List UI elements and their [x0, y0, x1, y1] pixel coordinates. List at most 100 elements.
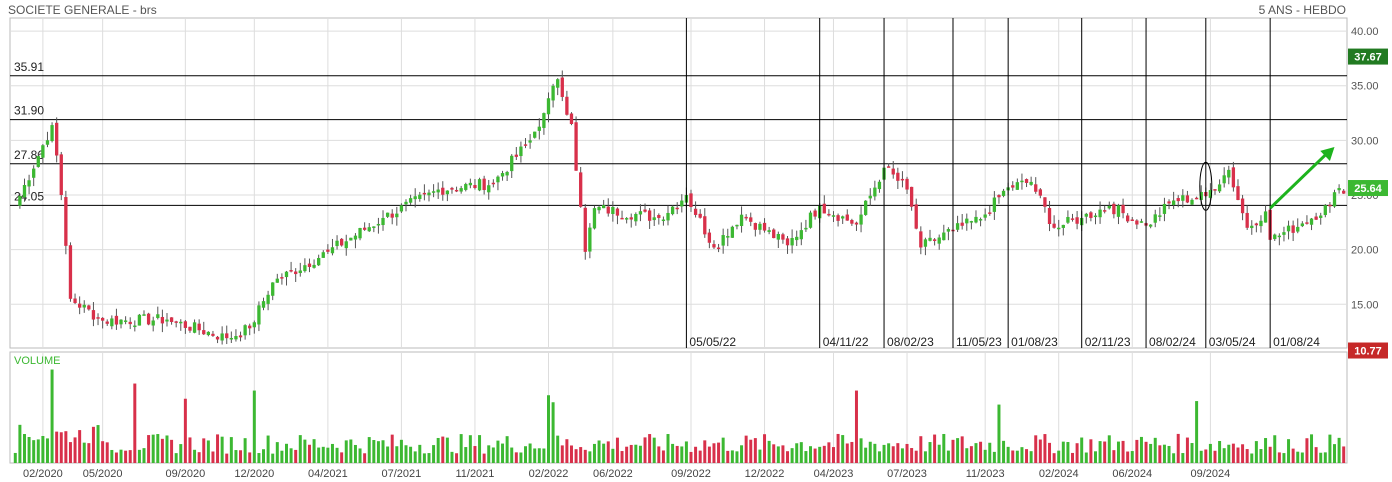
candle-body: [978, 219, 983, 221]
candle-body: [1305, 222, 1309, 224]
candle-body: [1135, 220, 1139, 225]
volume-bar: [468, 435, 472, 463]
volume-bar: [652, 437, 656, 463]
candle-body: [712, 244, 716, 248]
candle-body: [864, 200, 868, 215]
volume-bar: [1025, 449, 1029, 463]
candle-body: [487, 185, 491, 193]
volume-bar: [110, 449, 114, 463]
candle-body: [261, 301, 266, 308]
volume-bar: [744, 435, 748, 463]
candle-body: [1231, 167, 1236, 188]
volume-bar: [657, 446, 661, 463]
candle-body: [519, 146, 523, 157]
volume-bar: [965, 448, 969, 463]
candle-body: [22, 185, 27, 198]
volume-bar: [831, 447, 835, 463]
volume-bar: [781, 445, 785, 463]
candle-body: [1024, 179, 1029, 183]
volume-bar: [1181, 453, 1185, 463]
candle-body: [234, 336, 238, 340]
candle-body: [1263, 211, 1268, 223]
volume-bar: [91, 426, 95, 463]
candle-body: [418, 194, 422, 199]
volume-bar: [427, 453, 431, 463]
price-badge-label: 25.64: [1354, 183, 1382, 195]
candle-body: [1034, 184, 1038, 192]
candle-body: [514, 154, 518, 157]
volume-bar: [776, 446, 780, 463]
volume-bar: [174, 453, 178, 463]
candle-body: [344, 241, 348, 249]
volume-bar: [32, 440, 36, 463]
x-tick-label: 02/2022: [529, 468, 569, 480]
candle-body: [542, 113, 546, 128]
candle-body: [1259, 220, 1263, 227]
candle-body: [312, 264, 316, 268]
volume-bar: [694, 446, 698, 463]
candle-body: [174, 321, 178, 323]
candle-body: [32, 168, 36, 178]
candle-body: [473, 185, 477, 188]
candle-body: [450, 187, 454, 190]
volume-bar: [45, 438, 49, 463]
candle-body: [997, 195, 1001, 198]
volume-bar: [78, 430, 82, 463]
vertical-marker-label: 05/05/22: [689, 335, 736, 349]
volume-bar: [376, 441, 380, 463]
candle-body: [689, 193, 693, 208]
volume-bar: [151, 434, 155, 463]
volume-bar: [464, 447, 468, 463]
volume-bar: [717, 442, 721, 463]
candle-body: [1250, 225, 1254, 229]
volume-bar: [556, 435, 560, 463]
candle-body: [565, 96, 569, 115]
volume-bar: [910, 448, 914, 463]
volume-bar: [239, 450, 243, 463]
volume-bar: [1029, 451, 1033, 463]
volume-bar: [979, 441, 983, 463]
volume-bar: [914, 450, 918, 463]
candle-body: [1277, 235, 1282, 238]
candle-body: [505, 171, 509, 176]
candle-body: [1052, 223, 1056, 228]
volume-bar: [285, 443, 288, 463]
volume-bar: [574, 449, 578, 463]
volume-bar: [183, 398, 187, 463]
candle-body: [1296, 226, 1300, 232]
volume-bar: [634, 444, 638, 463]
volume-bar: [625, 446, 629, 463]
volume-bar: [1135, 439, 1139, 463]
volume-bar: [900, 448, 904, 463]
volume-bar: [459, 434, 463, 463]
volume-bar: [620, 451, 624, 463]
volume-bar: [1080, 437, 1084, 463]
candle-body: [330, 247, 335, 254]
volume-bar: [735, 451, 739, 463]
volume-bar: [974, 443, 978, 463]
volume-bar: [896, 443, 900, 463]
volume-bar: [399, 439, 403, 463]
x-tick-label: 11/2021: [455, 468, 494, 480]
volume-bar: [1130, 451, 1134, 463]
volume-bar: [850, 441, 854, 463]
candle-body: [896, 172, 900, 181]
volume-bar: [216, 434, 220, 463]
volume-bar: [1121, 440, 1125, 463]
volume-bar: [542, 448, 546, 463]
volume-bar: [455, 453, 459, 463]
volume-bar: [592, 443, 596, 463]
volume-bar: [560, 445, 564, 463]
volume-bar: [473, 446, 477, 463]
volume-bar: [758, 449, 762, 463]
volume-bar: [491, 447, 495, 463]
volume-bar: [445, 437, 449, 463]
volume-bar: [1282, 453, 1286, 463]
candle-body: [491, 182, 495, 185]
volume-bar: [1167, 445, 1171, 463]
candle-body: [96, 317, 100, 319]
candle-body: [1309, 218, 1314, 225]
candle-body: [744, 216, 748, 219]
